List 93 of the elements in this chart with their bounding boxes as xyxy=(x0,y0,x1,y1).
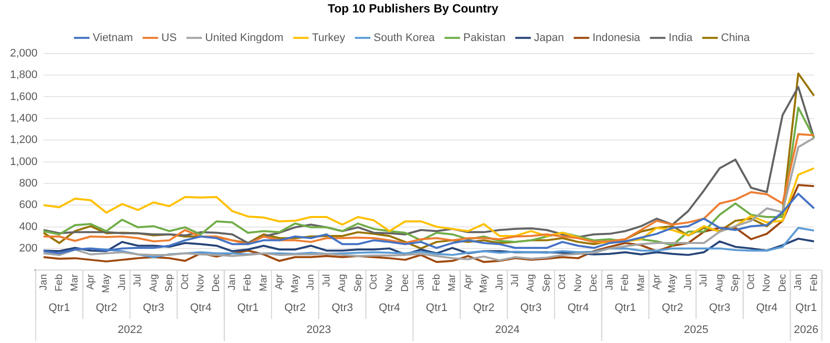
text: 2023 xyxy=(306,324,331,336)
text: 2024 xyxy=(495,324,520,336)
x-tick-label: Dec xyxy=(777,274,788,292)
x-tick-label: Jun xyxy=(494,274,506,290)
legend-label: South Korea xyxy=(374,32,436,44)
legend-label: Japan xyxy=(534,32,564,44)
text: Qtr2 xyxy=(96,302,118,314)
x-tick-label: Jan xyxy=(38,274,50,290)
text: Qtr3 xyxy=(332,302,353,314)
x-tick-label: Jun xyxy=(682,274,694,290)
x-tick-label: Apr xyxy=(652,273,663,290)
x-tick-label: Dec xyxy=(400,274,411,292)
x-tick-label: Nov xyxy=(572,274,584,292)
x-tick-label: Oct xyxy=(180,274,191,290)
x-tick-label: Mar xyxy=(447,273,458,292)
x-tick-label: Nov xyxy=(762,274,773,292)
y-tick-label: 800 xyxy=(19,177,38,190)
x-tick-label: Mar xyxy=(70,273,81,292)
y-tick-label: 1,200 xyxy=(10,134,38,146)
x-tick-label: Jul xyxy=(132,274,144,287)
text: Qtr2 xyxy=(473,302,494,314)
x-tick-label: Apr xyxy=(462,273,474,290)
text: Qtr1 xyxy=(426,302,448,314)
x-tick-label: Apr xyxy=(85,273,96,290)
legend-label: US xyxy=(161,32,177,44)
x-tick-label: Feb xyxy=(808,274,820,292)
x-tick-label: Oct xyxy=(557,274,568,290)
x-tick-label: Apr xyxy=(274,273,286,290)
x-tick-label: Jul xyxy=(698,274,710,287)
x-tick-label: Sep xyxy=(730,274,742,292)
legend-label: Turkey xyxy=(312,32,346,44)
legend-label: Vietnam xyxy=(92,32,133,44)
x-tick-label: Jun xyxy=(306,274,317,290)
x-tick-label: Mar xyxy=(258,273,270,292)
x-tick-label: May xyxy=(290,274,301,294)
x-tick-label: Feb xyxy=(431,274,442,292)
text: Qtr1 xyxy=(48,302,70,314)
x-tick-label: Aug xyxy=(148,274,160,292)
text: 2025 xyxy=(684,324,708,336)
text: Qtr1 xyxy=(237,302,259,314)
x-tick-label: Sep xyxy=(352,274,364,292)
x-tick-label: Mar xyxy=(636,273,647,292)
x-tick-label: Feb xyxy=(242,274,254,292)
legend-label: United Kingdom xyxy=(205,32,284,44)
text: Qtr4 xyxy=(378,302,400,314)
text: 2026 xyxy=(794,324,818,336)
x-tick-label: Sep xyxy=(541,274,552,292)
text: Qtr2 xyxy=(284,302,306,314)
text: Qtr3 xyxy=(520,302,542,314)
y-tick-label: 1,800 xyxy=(10,69,38,82)
x-tick-label: May xyxy=(101,274,112,294)
text: Qtr1 xyxy=(795,302,817,314)
legend-label: China xyxy=(721,32,751,44)
legend-label: India xyxy=(668,32,694,44)
legend-label: Pakistan xyxy=(463,32,506,44)
text: 2022 xyxy=(118,324,142,336)
text: Qtr4 xyxy=(567,302,589,314)
text: Qtr4 xyxy=(190,302,212,314)
y-tick-label: 1,400 xyxy=(10,112,38,124)
x-tick-label: Feb xyxy=(620,274,632,292)
x-tick-label: Oct xyxy=(746,274,757,290)
x-tick-label: May xyxy=(667,274,678,294)
x-tick-label: Aug xyxy=(714,274,726,292)
x-tick-label: Nov xyxy=(384,274,396,292)
y-tick-label: 2,000 xyxy=(10,47,38,60)
x-tick-label: Nov xyxy=(196,274,207,292)
y-tick-label: 200 xyxy=(19,242,38,254)
y-tick-label: 400 xyxy=(19,220,38,233)
x-tick-label: May xyxy=(478,274,490,294)
x-tick-label: Jun xyxy=(116,274,128,290)
text: Qtr3 xyxy=(142,302,164,314)
text: Qtr1 xyxy=(614,302,636,314)
x-tick-label: Jan xyxy=(416,274,427,290)
x-tick-label: Jul xyxy=(321,274,332,287)
x-tick-label: Oct xyxy=(368,274,380,290)
text: Qtr3 xyxy=(708,302,730,314)
legend-label: Indonesia xyxy=(592,32,642,44)
x-tick-label: Aug xyxy=(337,274,348,292)
y-tick-label: 1,600 xyxy=(10,90,38,103)
x-tick-label: Dec xyxy=(211,274,222,292)
chart-title: Top 10 Publishers By Country xyxy=(328,2,499,16)
text: Qtr2 xyxy=(662,302,684,314)
x-tick-label: Dec xyxy=(588,274,600,292)
text: Qtr4 xyxy=(756,302,778,314)
x-tick-label: Jan xyxy=(604,274,616,290)
x-tick-label: Feb xyxy=(54,274,65,292)
y-tick-label: 600 xyxy=(19,199,38,212)
x-tick-label: Jul xyxy=(510,274,521,287)
y-tick-label: 1,000 xyxy=(10,156,38,168)
x-tick-label: Aug xyxy=(526,274,537,292)
x-tick-label: Sep xyxy=(164,274,176,292)
x-tick-label: Jan xyxy=(793,274,804,290)
x-tick-label: Jan xyxy=(226,274,238,290)
